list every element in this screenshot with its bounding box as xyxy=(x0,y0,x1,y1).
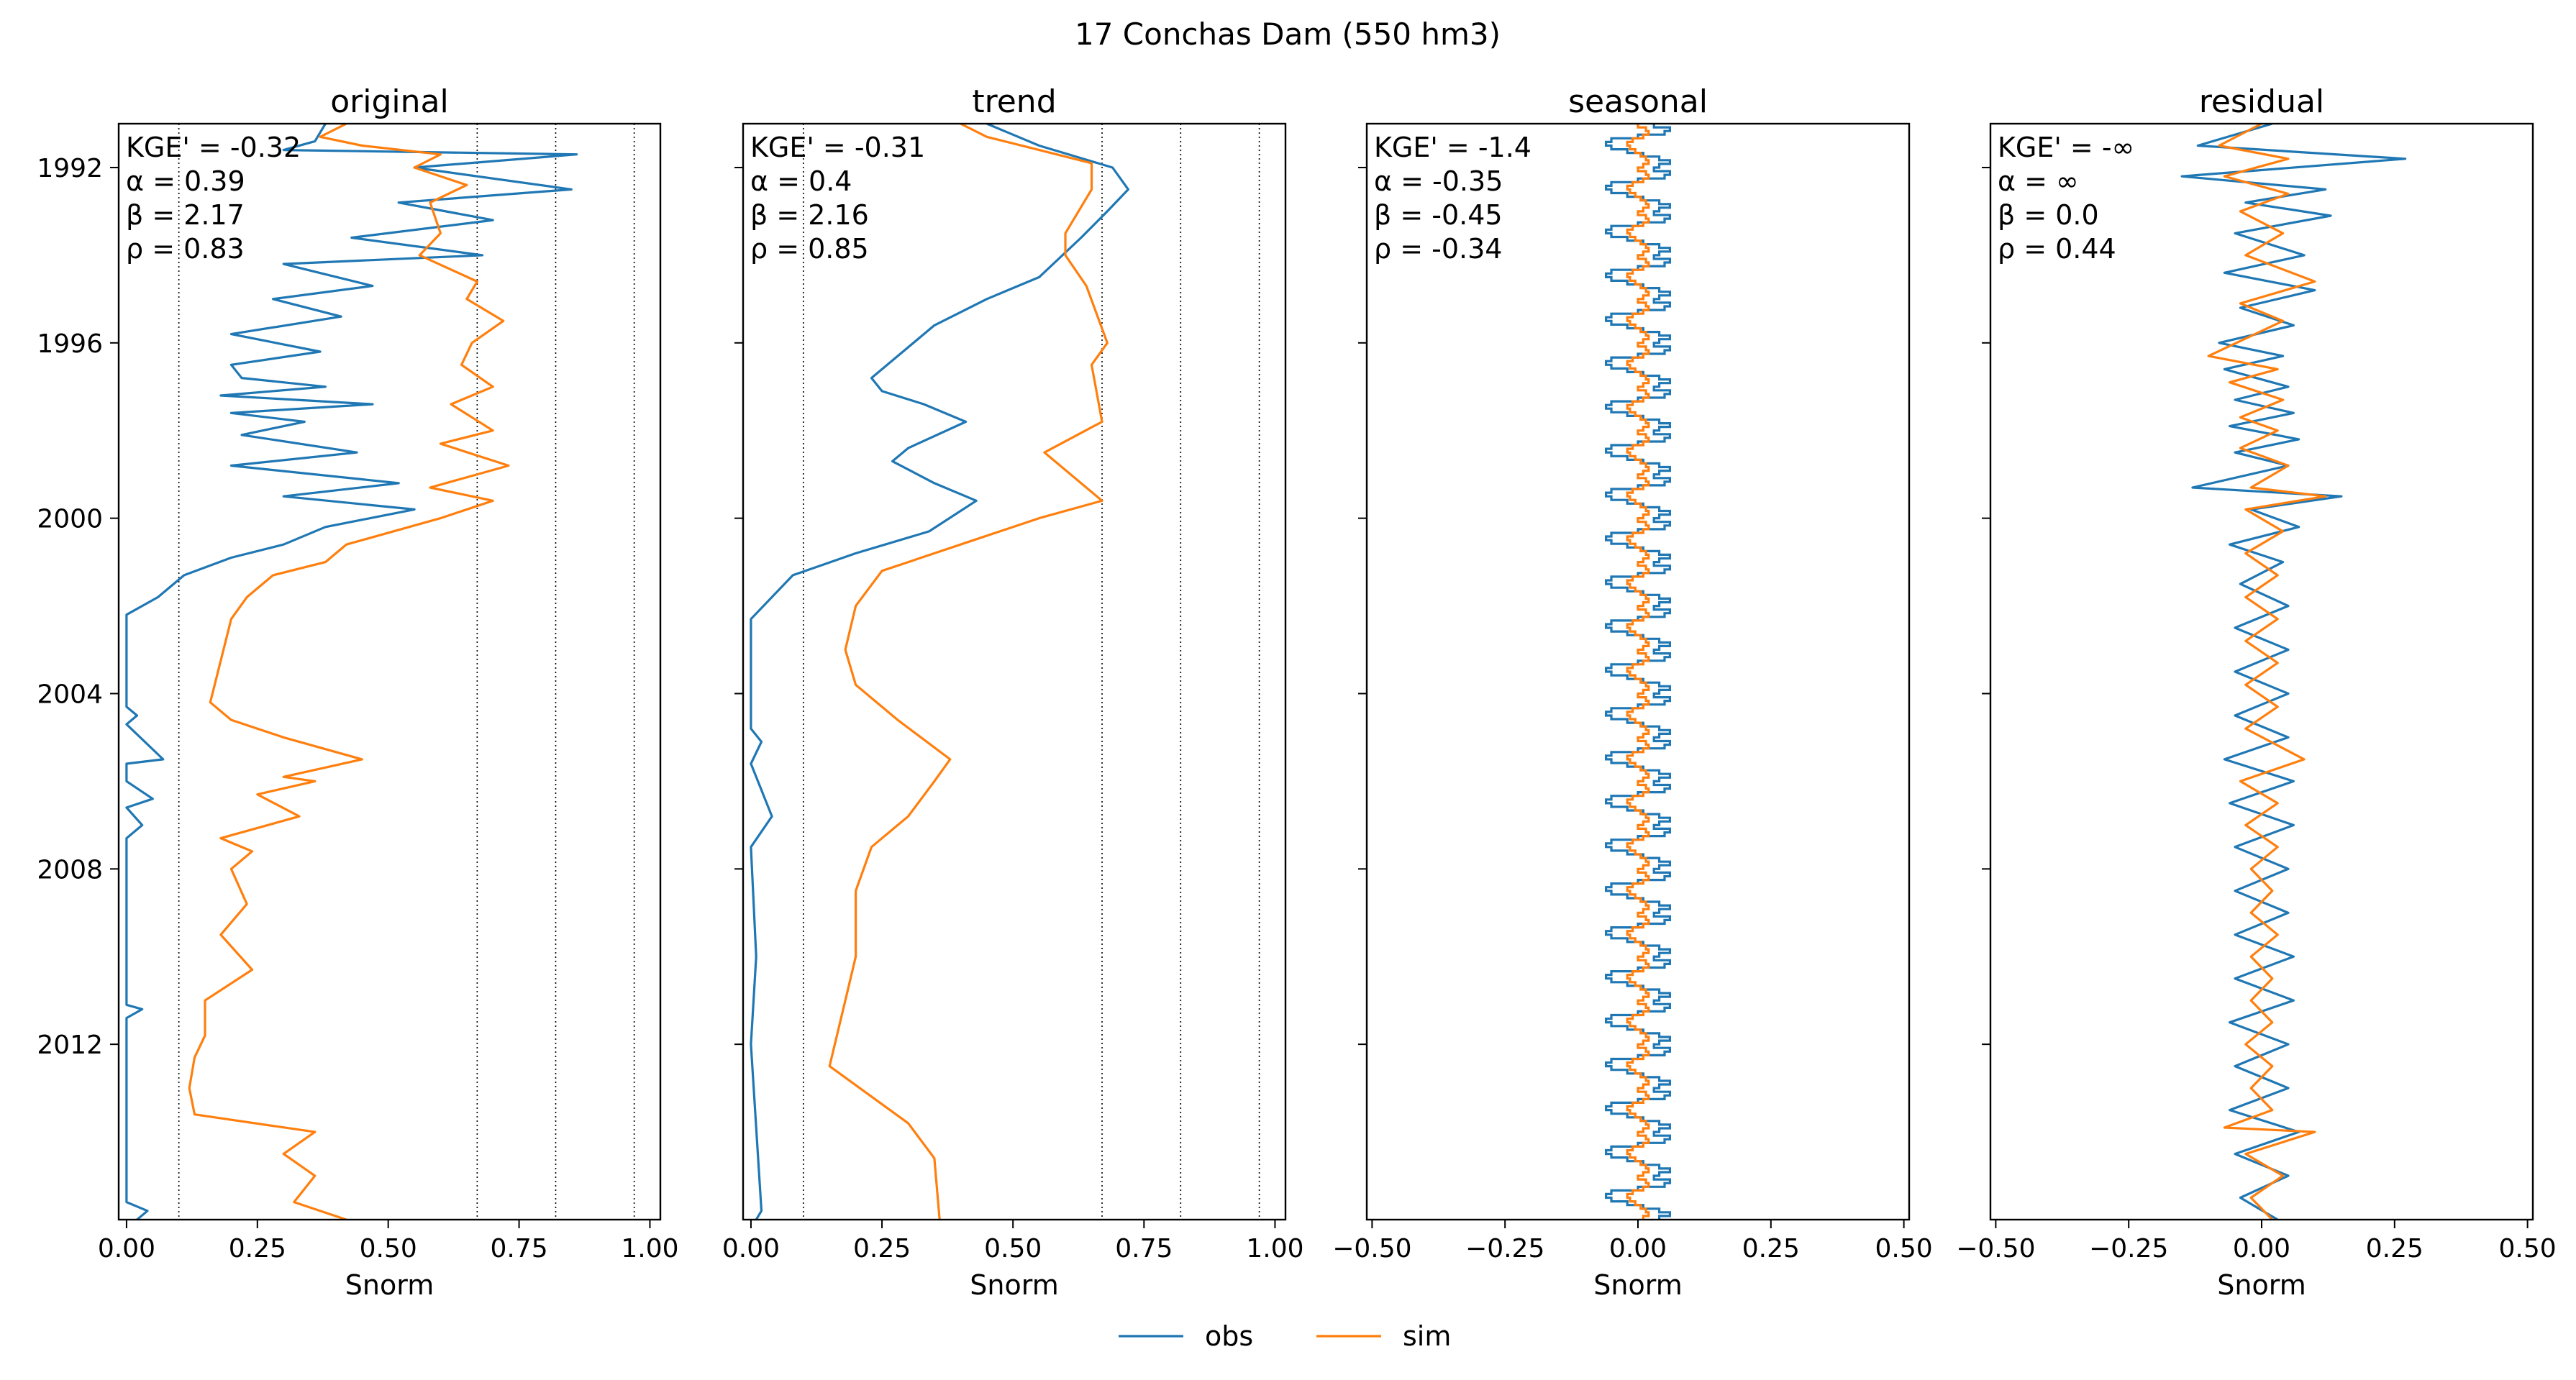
panel-original: original 0.00 0.25 0.50 0.75 1.00 Snorm 1992 199… xyxy=(37,83,678,1301)
stat-annotation: ρ = 0.85 xyxy=(750,233,869,265)
panel-title: original xyxy=(330,83,448,120)
x-tick-label: 0.25 xyxy=(2366,1234,2423,1264)
series-obs-line xyxy=(750,124,1129,1220)
panel-title: residual xyxy=(2199,83,2324,120)
axes-frame xyxy=(117,122,662,1221)
x-tick-label: 0.00 xyxy=(98,1234,155,1264)
x-tick-label: 0.25 xyxy=(1742,1234,1800,1264)
x-tick-label: 0.00 xyxy=(1609,1234,1667,1264)
y-tick-label: 1996 xyxy=(37,329,103,359)
stat-annotation: β = -0.45 xyxy=(1374,199,1503,231)
y-tick-label: 2012 xyxy=(37,1031,103,1060)
stat-annotation: β = 2.17 xyxy=(126,199,245,231)
series-obs-line xyxy=(125,124,578,1220)
panel-title: trend xyxy=(972,83,1056,120)
x-tick-label: 0.00 xyxy=(722,1234,780,1264)
x-tick-label: −0.25 xyxy=(1465,1234,1544,1264)
series-sim-line xyxy=(188,124,510,1220)
y-tick-label: 2004 xyxy=(37,680,103,709)
series-sim-line xyxy=(2207,124,2327,1220)
stat-annotation: ρ = -0.34 xyxy=(1374,233,1502,265)
stat-annotation: ρ = 0.44 xyxy=(1998,233,2116,265)
y-tick-label: 2000 xyxy=(37,505,103,534)
stat-annotation: α = 0.39 xyxy=(126,165,245,197)
series-sim-line xyxy=(1626,124,1650,1220)
panel-seasonal: seasonal −0.50 −0.25 0.00 0.25 0.50 Snorm KGE' … xyxy=(1332,83,1932,1301)
x-axis-label: Snorm xyxy=(2217,1269,2306,1301)
suptitle: 17 Conchas Dam (550 hm3) xyxy=(1075,17,1501,52)
stat-annotation: α = 0.4 xyxy=(750,165,852,197)
legend-label-sim: sim xyxy=(1403,1320,1451,1352)
stat-annotation: KGE' = -∞ xyxy=(1998,132,2134,163)
x-axis-label: Snorm xyxy=(970,1269,1058,1301)
x-axis-label: Snorm xyxy=(345,1269,434,1301)
stat-annotation: β = 0.0 xyxy=(1998,199,2099,231)
x-axis-label: Snorm xyxy=(1593,1269,1682,1301)
stat-annotation: α = ∞ xyxy=(1998,165,2079,197)
x-tick-label: 0.25 xyxy=(229,1234,286,1264)
legend: obs sim xyxy=(1119,1320,1451,1352)
x-tick-label: −0.50 xyxy=(1956,1234,2035,1264)
x-tick-label: 0.00 xyxy=(2233,1234,2290,1264)
stat-annotation: α = -0.35 xyxy=(1374,165,1503,197)
x-tick-label: 1.00 xyxy=(1246,1234,1303,1264)
stat-annotation: β = 2.16 xyxy=(750,199,869,231)
y-tick-label: 1992 xyxy=(37,154,103,183)
x-tick-label: −0.25 xyxy=(2089,1234,2168,1264)
stat-annotation: KGE' = -0.32 xyxy=(126,132,301,163)
panel-trend: trend 0.00 0.25 0.50 0.75 1.00 Snorm KGE' = -0.… xyxy=(722,83,1304,1301)
x-tick-label: 0.25 xyxy=(853,1234,911,1264)
stat-annotation: KGE' = -0.31 xyxy=(750,132,925,163)
y-tick-label: 2008 xyxy=(37,855,103,885)
legend-label-obs: obs xyxy=(1205,1320,1253,1352)
series-obs-line xyxy=(2180,124,2407,1220)
x-tick-label: 0.50 xyxy=(2499,1234,2557,1264)
series-obs-line xyxy=(1605,124,1671,1220)
axes-frame xyxy=(742,122,1287,1221)
panel-residual: residual −0.50 −0.25 0.00 0.25 0.50 Snorm KGE' … xyxy=(1956,83,2556,1301)
x-tick-label: 0.75 xyxy=(490,1234,547,1264)
panels: original 0.00 0.25 0.50 0.75 1.00 Snorm 1992 199… xyxy=(37,83,2556,1301)
stat-annotation: ρ = 0.83 xyxy=(126,233,245,265)
x-tick-label: 0.50 xyxy=(1875,1234,1933,1264)
series-sim-line xyxy=(828,124,1109,1220)
x-tick-label: −0.50 xyxy=(1332,1234,1411,1264)
x-tick-label: 1.00 xyxy=(621,1234,678,1264)
x-tick-label: 0.75 xyxy=(1115,1234,1173,1264)
stat-annotation: KGE' = -1.4 xyxy=(1374,132,1532,163)
x-tick-label: 0.50 xyxy=(360,1234,417,1264)
panel-title: seasonal xyxy=(1568,83,1708,120)
x-tick-label: 0.50 xyxy=(984,1234,1042,1264)
